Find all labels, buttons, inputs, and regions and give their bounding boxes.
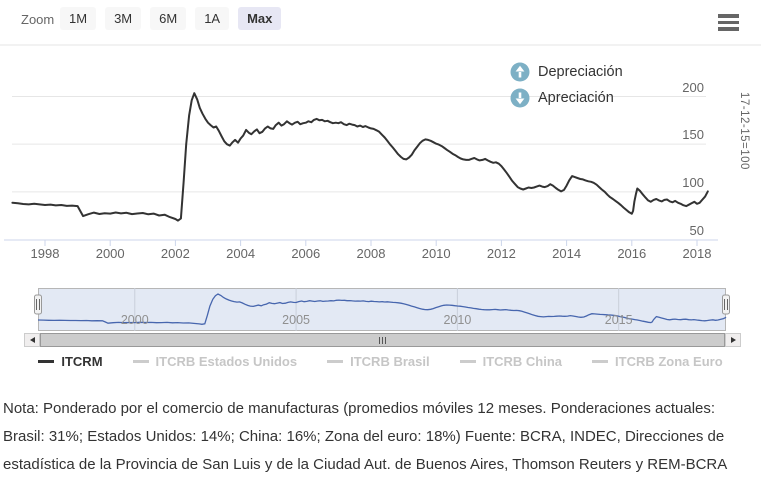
x-axis-tick-label: 2016 [617, 246, 647, 261]
navigator-tick-label: 2005 [282, 313, 310, 327]
legend-line-swatch [38, 360, 55, 363]
x-axis-tick-label: 2014 [552, 246, 582, 261]
range-button-3m[interactable]: 3M [105, 7, 142, 30]
range-buttons: 1M 3M 6M 1A Max [60, 7, 282, 30]
legend-item-itcrb-china[interactable]: ITCRB China [459, 354, 562, 369]
range-button-6m[interactable]: 6M [150, 7, 187, 30]
legend-item-itcrb-zona-euro[interactable]: ITCRB Zona Euro [592, 354, 723, 369]
scrollbar-thumb[interactable] [40, 333, 725, 347]
hamburger-menu-icon[interactable] [718, 14, 739, 31]
navigator-left-handle[interactable] [34, 294, 42, 315]
navigator-tick-label: 2000 [120, 313, 149, 327]
note-line-1: Nota: Ponderado por el comercio de manuf… [3, 400, 716, 417]
scrollbar-left-arrow-icon[interactable] [24, 333, 40, 347]
x-axis-tick-label: 2006 [291, 246, 321, 261]
y-axis-tick-label: 150 [682, 127, 704, 143]
navigator-series-line [37, 293, 727, 325]
navigator-mask[interactable] [38, 288, 726, 331]
legend-item-itcrm[interactable]: ITCRM [38, 354, 103, 369]
legend-item-itcrb-brasil[interactable]: ITCRB Brasil [327, 354, 430, 369]
arrow-up-circle-icon [510, 62, 530, 82]
note-line-3: estadística de la Provincia de San Luis … [3, 456, 728, 473]
depreciation-label: Depreciación [538, 64, 623, 80]
y-axis-tick-label: 100 [682, 174, 704, 190]
range-button-1m[interactable]: 1M [60, 7, 97, 30]
direction-legend: Depreciación Apreciación [510, 59, 623, 111]
appreciation-label: Apreciación [538, 90, 614, 106]
depreciation-row: Depreciación [510, 59, 623, 85]
y-axis-tick-label: 200 [682, 79, 704, 95]
x-axis-tick-label: 2004 [226, 246, 256, 261]
x-axis-tick-label: 2012 [486, 246, 516, 261]
source-note: Nota: Ponderado por el comercio de manuf… [3, 395, 759, 479]
range-button-1a[interactable]: 1A [195, 7, 230, 30]
x-axis-tick-label: 2010 [421, 246, 451, 261]
range-button-max[interactable]: Max [238, 7, 282, 30]
legend-line-swatch [459, 360, 476, 363]
legend-item-itcrb-estados-unidos[interactable]: ITCRB Estados Unidos [132, 354, 297, 369]
navigator-tick-label: 2015 [604, 313, 633, 327]
chart-canvas[interactable] [0, 0, 761, 352]
appreciation-row: Apreciación [510, 85, 623, 111]
note-line-2: Brasil: 31%; Estados Unidos: 14%; China:… [3, 428, 725, 445]
navigator-tick-label: 2010 [443, 313, 472, 327]
x-axis-tick-label: 2018 [682, 246, 712, 261]
x-axis-tick-label: 2002 [160, 246, 190, 261]
x-axis-tick-label: 2000 [95, 246, 125, 261]
legend-line-swatch [327, 360, 344, 363]
range-selector-toolbar: Zoom 1M 3M 6M 1A Max [0, 0, 761, 42]
scrollbar-right-arrow-icon[interactable] [725, 333, 741, 347]
y-axis-tick-label: 50 [689, 222, 704, 238]
y-axis-title: 17-12-15=100 [738, 92, 750, 170]
navigator-right-handle[interactable] [722, 294, 730, 315]
legend-line-swatch [592, 360, 609, 363]
series-legend: ITCRM ITCRB Estados Unidos ITCRB Brasil … [0, 354, 761, 369]
arrow-down-circle-icon [510, 88, 530, 108]
zoom-label: Zoom [21, 12, 55, 27]
x-axis-tick-label: 1998 [30, 246, 60, 261]
legend-line-swatch [132, 360, 149, 363]
itcrm-series-line [11, 92, 709, 222]
x-axis-tick-label: 2008 [356, 246, 386, 261]
